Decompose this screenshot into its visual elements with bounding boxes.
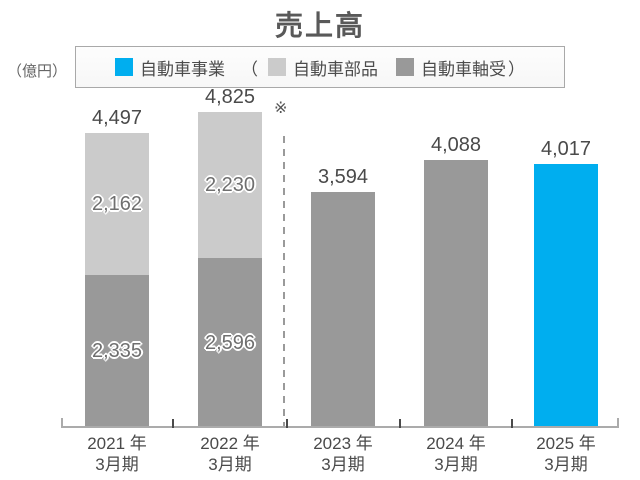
bar-stack bbox=[424, 160, 488, 428]
legend-close-paren: ） bbox=[508, 59, 525, 79]
x-axis-tick bbox=[286, 419, 288, 428]
bar-stack: 2,162 2,335 bbox=[85, 133, 149, 428]
legend-item-jidosha-jigyo: 自動車事業 bbox=[115, 55, 225, 80]
segment-value-label: 2,335 bbox=[91, 340, 143, 362]
x-axis-end-hook-left bbox=[61, 418, 63, 428]
x-axis-category-label: 2022 年 3月期 bbox=[200, 434, 260, 474]
x-axis-category-label: 2023 年 3月期 bbox=[313, 434, 373, 474]
bar-stack bbox=[534, 164, 598, 428]
legend-label: 自動車軸受 bbox=[421, 59, 506, 79]
legend-swatch-lightgray-icon bbox=[268, 58, 286, 76]
x-axis-line bbox=[61, 426, 619, 428]
bar-segment: 2,596 bbox=[198, 258, 262, 428]
legend-label: 自動車事業 bbox=[140, 59, 225, 79]
bar-segment: 2,230 bbox=[198, 112, 262, 258]
bar-total-label: 4,497 bbox=[91, 107, 143, 129]
segment-value-label: 2,596 bbox=[204, 331, 256, 354]
legend-open-paren: （ bbox=[241, 59, 258, 79]
legend-item-jidosha-jikuuke: 自動車軸受 bbox=[396, 55, 506, 80]
bar-column: 3,594 2023 年 3月期 bbox=[287, 0, 399, 480]
legend: 自動車事業 （ 自動車部品 自動車軸受 ） bbox=[75, 46, 565, 88]
bar-total-label: 4,017 bbox=[540, 138, 592, 160]
bar-segment bbox=[534, 164, 598, 428]
x-axis-category-label: 2025 年 3月期 bbox=[536, 434, 596, 474]
bar-stack bbox=[311, 192, 375, 428]
chart-title: 売上高 bbox=[274, 10, 365, 41]
x-axis-tick bbox=[172, 419, 174, 428]
bar-total-label: 3,594 bbox=[317, 166, 369, 188]
x-axis-category-label: 2024 年 3月期 bbox=[426, 434, 486, 474]
bar-segment: 2,335 bbox=[85, 275, 149, 428]
bar-column: 2,230 2,596 4,825 2022 年 3月期 bbox=[174, 0, 286, 480]
bar-column: 4,017 2025 年 3月期 bbox=[510, 0, 622, 480]
x-axis-category-label: 2021 年 3月期 bbox=[87, 434, 147, 474]
legend-label: 自動車部品 bbox=[293, 59, 378, 79]
bar-total-label: 4,825 bbox=[204, 86, 256, 108]
bar-total-label: 4,088 bbox=[430, 134, 482, 156]
bar-column: 4,088 2024 年 3月期 bbox=[400, 0, 512, 480]
bar-column: 2,162 2,335 4,497 2021 年 3月期 bbox=[61, 0, 173, 480]
bar-segment: 2,162 bbox=[85, 133, 149, 275]
x-axis-tick bbox=[511, 419, 513, 428]
legend-item-jidosha-buhin: 自動車部品 bbox=[268, 55, 378, 80]
segment-value-label: 2,162 bbox=[91, 192, 143, 215]
segment-value-label: 2,230 bbox=[204, 173, 256, 196]
y-axis-unit-label: （億円） bbox=[7, 63, 68, 80]
legend-swatch-blue-icon bbox=[115, 58, 133, 76]
x-axis-tick bbox=[399, 419, 401, 428]
bar-segment bbox=[311, 192, 375, 428]
x-axis-end-hook-right bbox=[617, 418, 619, 428]
bar-stack: 2,230 2,596 bbox=[198, 112, 262, 428]
legend-swatch-darkgray-icon bbox=[396, 58, 414, 76]
reference-mark: ※ bbox=[274, 100, 288, 117]
segment-change-divider-line bbox=[283, 136, 285, 428]
bar-segment bbox=[424, 160, 488, 428]
